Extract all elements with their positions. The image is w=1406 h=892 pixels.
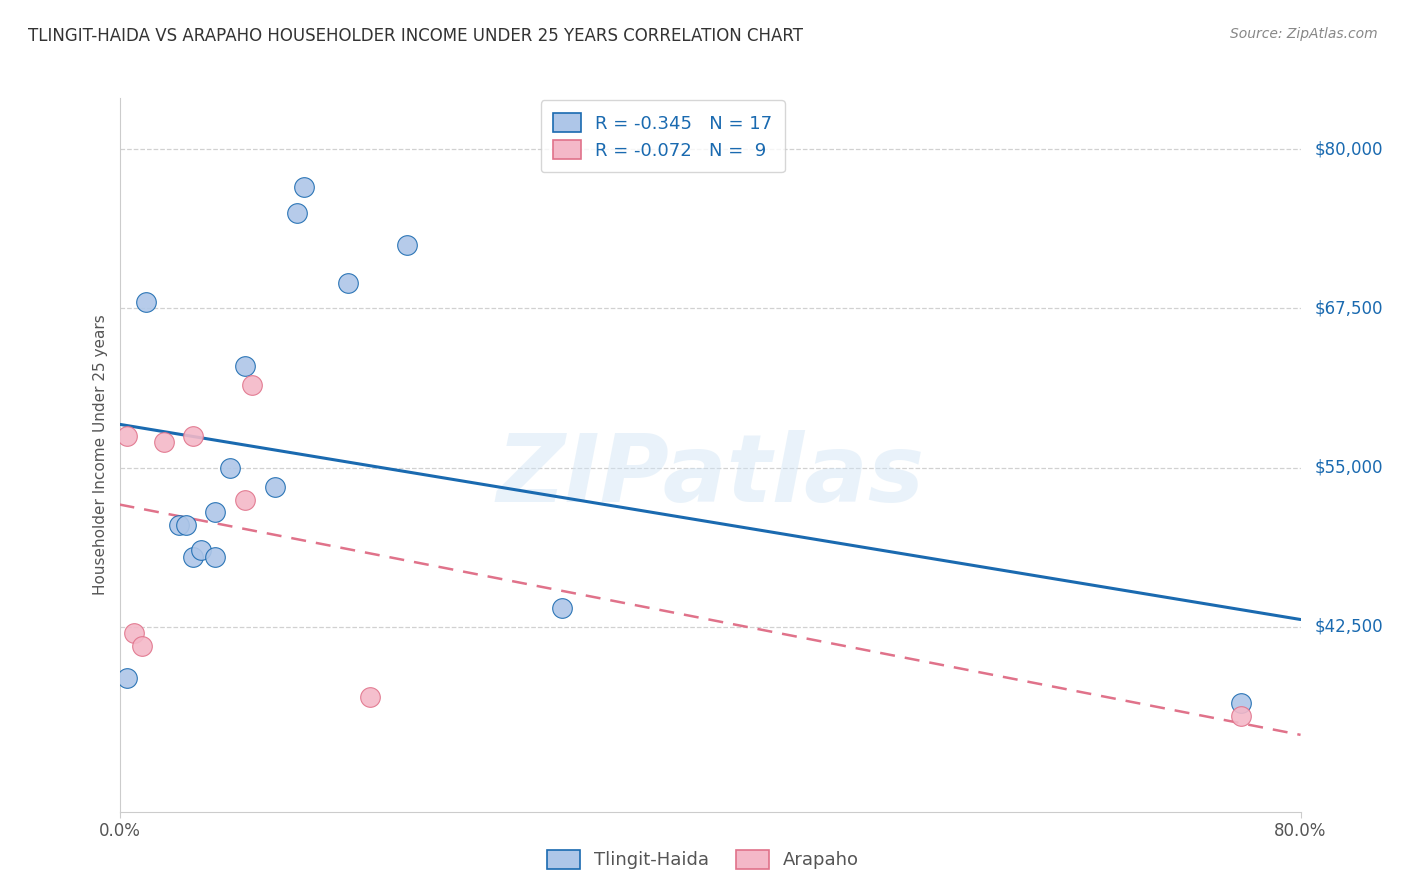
Text: Source: ZipAtlas.com: Source: ZipAtlas.com [1230, 27, 1378, 41]
Point [204, 505, 226, 519]
Point [396, 237, 419, 252]
Point [183, 549, 205, 564]
Legend: Tlingit-Haida, Arapaho: Tlingit-Haida, Arapaho [538, 841, 868, 879]
Point [1230, 697, 1253, 711]
Text: TLINGIT-HAIDA VS ARAPAHO HOUSEHOLDER INCOME UNDER 25 YEARS CORRELATION CHART: TLINGIT-HAIDA VS ARAPAHO HOUSEHOLDER INC… [28, 27, 803, 45]
Point [285, 206, 308, 220]
Point [115, 671, 138, 685]
Point [242, 377, 264, 392]
Y-axis label: Householder Income Under 25 years: Householder Income Under 25 years [93, 315, 108, 595]
Point [204, 549, 226, 564]
Point [153, 435, 174, 450]
Point [337, 276, 360, 290]
Text: $80,000: $80,000 [1315, 140, 1384, 158]
Point [360, 690, 382, 704]
Point [1230, 709, 1253, 723]
Point [292, 180, 315, 194]
Point [174, 518, 197, 533]
Point [115, 429, 138, 443]
Point [233, 359, 256, 373]
Point [233, 492, 256, 507]
Point [135, 295, 157, 310]
Point [263, 480, 285, 494]
Text: $55,000: $55,000 [1315, 458, 1384, 476]
Point [219, 460, 242, 475]
Legend: R = -0.345   N = 17, R = -0.072   N =  9: R = -0.345 N = 17, R = -0.072 N = 9 [541, 100, 785, 172]
Point [551, 600, 574, 615]
Point [190, 543, 212, 558]
Point [183, 429, 205, 443]
Point [167, 518, 190, 533]
Point [131, 639, 153, 653]
Text: ZIPatlas: ZIPatlas [496, 430, 924, 523]
Point [124, 626, 146, 640]
Text: $42,500: $42,500 [1315, 618, 1384, 636]
Text: $67,500: $67,500 [1315, 300, 1384, 318]
